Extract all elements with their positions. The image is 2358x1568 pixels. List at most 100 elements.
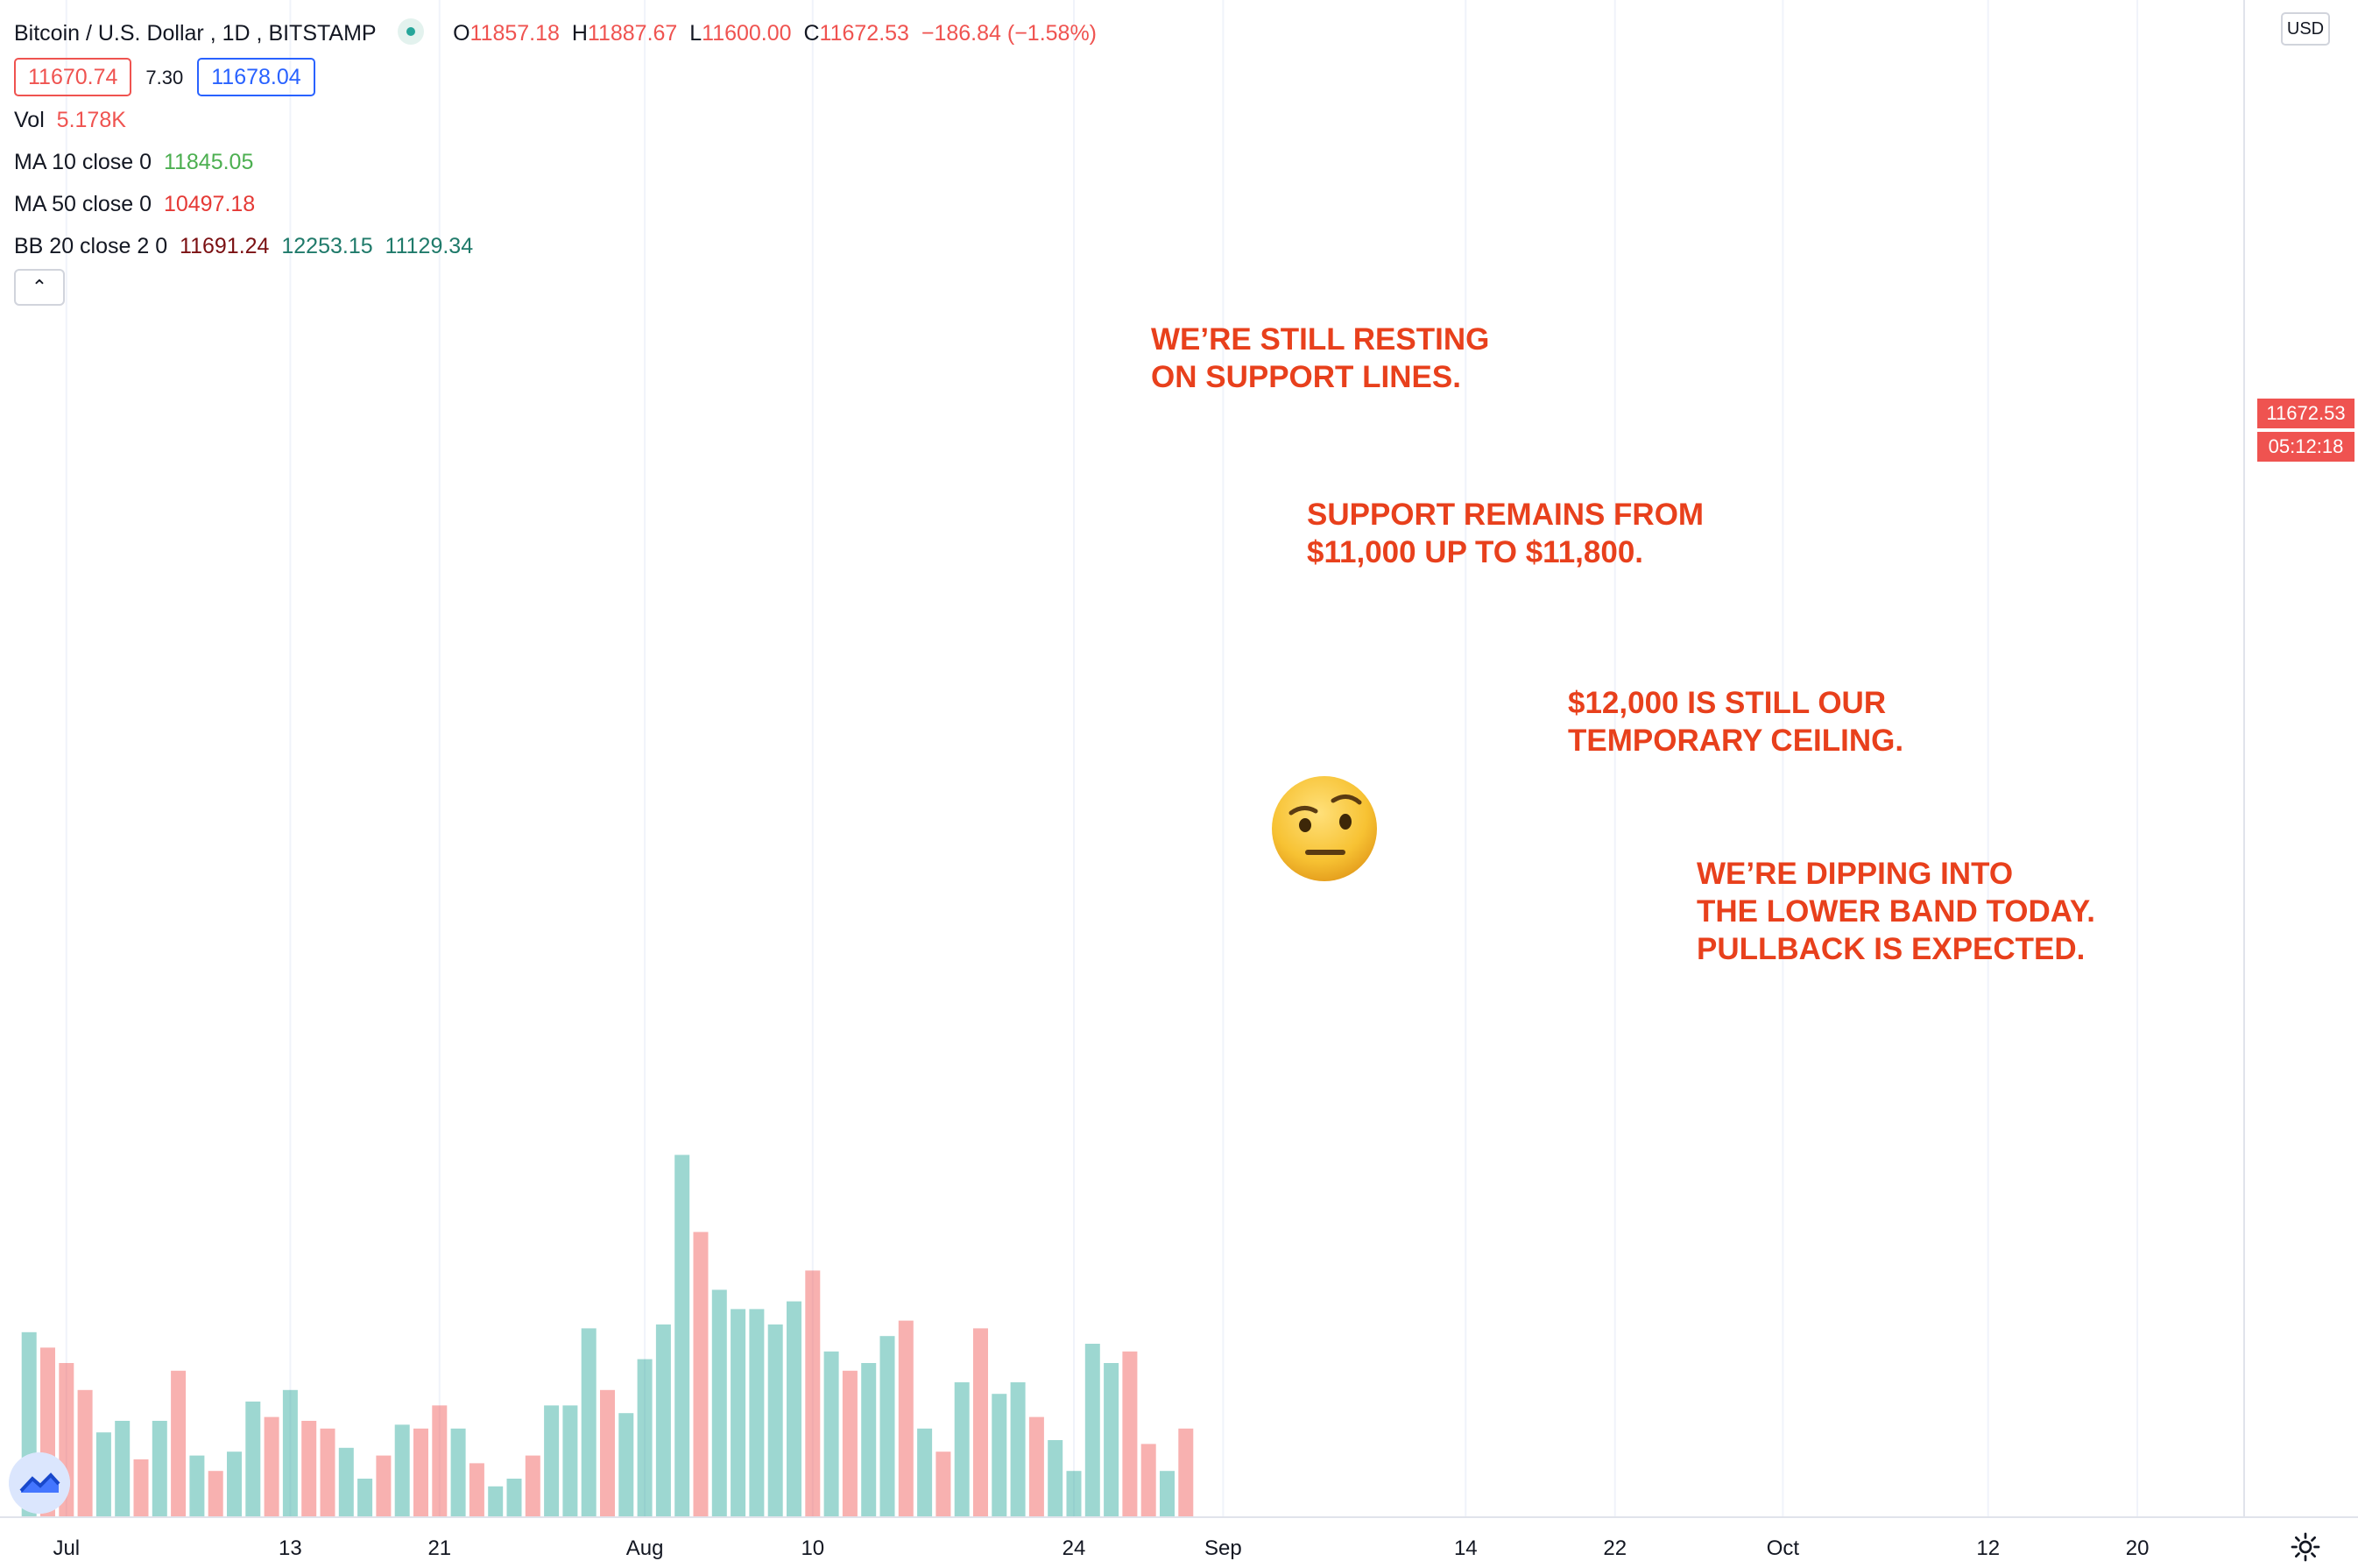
annotation-support-range: SUPPORT REMAINS FROM $11,000 UP TO $11,8…	[1307, 498, 1705, 569]
volume-bar	[432, 1405, 448, 1517]
volume-bar	[189, 1455, 205, 1517]
separator: ,	[256, 21, 269, 46]
time-tick-label: 20	[2126, 1536, 2150, 1560]
raised-eyebrow-emoji-icon	[1272, 776, 1377, 881]
ma50-value: 10497.18	[163, 192, 256, 216]
sell-price-button[interactable]: 11670.74	[14, 58, 132, 96]
volume-bar	[171, 1370, 187, 1517]
annotation-support-lines: WE’RE STILL RESTING ON SUPPORT LINES.	[1151, 322, 1490, 394]
volume-value: 5.178K	[56, 108, 126, 132]
time-tick-label: 22	[1603, 1536, 1627, 1560]
volume-bar	[731, 1309, 746, 1517]
bb-basis-value: 11691.24	[180, 234, 270, 258]
time-tick-label: 12	[1976, 1536, 2000, 1560]
ma50-name: MA 50 close 0	[14, 192, 152, 216]
volume-bar	[562, 1405, 578, 1517]
volume-bar	[693, 1232, 709, 1517]
ma10-name: MA 10 close 0	[14, 150, 152, 174]
volume-bar	[488, 1486, 504, 1517]
volume-bar	[655, 1324, 671, 1517]
volume-bar	[637, 1359, 653, 1517]
volume-bar	[1066, 1471, 1082, 1517]
ohlc-values: O11857.18 H11887.67 L11600.00 C11672.53 …	[453, 21, 1098, 46]
ma50-legend[interactable]: MA 50 close 0 10497.18	[14, 183, 1097, 225]
volume-bar	[506, 1479, 522, 1517]
volume-bar	[787, 1301, 801, 1517]
tradingview-logo-icon[interactable]	[9, 1452, 70, 1514]
volume-bar	[394, 1424, 410, 1517]
volume-bar	[338, 1447, 354, 1517]
bb-upper-value: 12253.15	[281, 234, 373, 258]
ma10-value: 11845.05	[163, 150, 254, 174]
volume-bar	[823, 1351, 839, 1517]
volume-bar	[413, 1428, 428, 1517]
ma10-legend[interactable]: MA 10 close 0 11845.05	[14, 141, 1097, 183]
bb-lower-value: 11129.34	[385, 234, 474, 258]
time-tick-label: 10	[801, 1536, 824, 1560]
volume-bar	[842, 1370, 858, 1517]
bb-name: BB 20 close 2 0	[14, 234, 168, 258]
currency-label[interactable]: USD	[2281, 12, 2330, 46]
market-status-icon[interactable]	[398, 18, 425, 46]
volume-bar	[245, 1402, 261, 1517]
volume-bar	[917, 1428, 933, 1517]
volume-bar	[77, 1389, 93, 1517]
time-tick-label: 14	[1454, 1536, 1478, 1560]
gear-icon[interactable]	[2290, 1531, 2321, 1563]
symbol-name[interactable]: Bitcoin / U.S. Dollar	[14, 21, 204, 46]
volume-bar	[115, 1421, 131, 1517]
bb-legend[interactable]: BB 20 close 2 0 11691.24 12253.15 11129.…	[14, 225, 1097, 267]
legend-title-row: Bitcoin / U.S. Dollar , 1D , BITSTAMP O1…	[14, 12, 1097, 54]
time-axis: Jul 13 21 Aug 10 24 Sep 14 22 Oct 12 20	[53, 1536, 2149, 1560]
separator: ,	[209, 21, 222, 46]
volume-bar	[954, 1382, 970, 1517]
volume-bar	[376, 1455, 392, 1517]
time-tick-label: Sep	[1204, 1536, 1242, 1560]
volume-bar	[805, 1270, 821, 1517]
volume-bar	[898, 1320, 914, 1517]
volume-bar	[227, 1451, 242, 1517]
volume-bar	[749, 1309, 765, 1517]
volume-bar	[1048, 1440, 1063, 1517]
volume-bar	[208, 1471, 223, 1517]
volume-bar	[1104, 1363, 1119, 1517]
change-value: −186.84 (−1.58%)	[921, 21, 1098, 46]
volume-bar	[1084, 1344, 1100, 1517]
volume-bar	[1160, 1471, 1175, 1517]
volume-name: Vol	[14, 108, 45, 132]
annotation-lower-band: WE’RE DIPPING INTO THE LOWER BAND TODAY.…	[1697, 857, 2096, 966]
legend-collapse-row: ⌃	[14, 265, 1097, 307]
time-tick-label: Oct	[1767, 1536, 1800, 1560]
volume-bar	[133, 1459, 149, 1517]
volume-bar	[618, 1413, 634, 1517]
volume-bar	[282, 1389, 298, 1517]
price-axis-bg	[2244, 0, 2358, 1568]
chevron-up-icon[interactable]: ⌃	[14, 269, 65, 306]
volume-bar	[992, 1394, 1007, 1517]
volume-bar	[581, 1328, 597, 1517]
volume-bar	[861, 1363, 877, 1517]
volume-bar	[1122, 1351, 1138, 1517]
volume-bar	[1010, 1382, 1026, 1517]
time-tick-label: 24	[1063, 1536, 1086, 1560]
volume-bar	[320, 1428, 335, 1517]
volume-bar	[95, 1432, 111, 1517]
volume-bar	[767, 1324, 783, 1517]
interval[interactable]: 1D	[222, 21, 251, 46]
volume-bar	[1178, 1428, 1194, 1517]
annotation-ceiling: $12,000 IS STILL OUR TEMPORARY CEILING.	[1568, 686, 1904, 758]
low-value: 11600.00	[702, 21, 792, 46]
volume-bars	[21, 1155, 1194, 1517]
time-tick-label: Jul	[53, 1536, 80, 1560]
bid-ask-row: 11670.74 7.30 11678.04	[14, 56, 1097, 99]
high-value: 11887.67	[587, 21, 678, 46]
volume-bar	[600, 1389, 615, 1517]
bar-countdown: 05:12:18	[2257, 432, 2354, 462]
volume-bar	[973, 1328, 988, 1517]
volume-bar	[1028, 1416, 1044, 1517]
volume-legend[interactable]: Vol 5.178K	[14, 99, 1097, 141]
buy-price-button[interactable]: 11678.04	[197, 58, 315, 96]
chart-grid	[65, 0, 2139, 1517]
volume-bar	[711, 1289, 727, 1517]
